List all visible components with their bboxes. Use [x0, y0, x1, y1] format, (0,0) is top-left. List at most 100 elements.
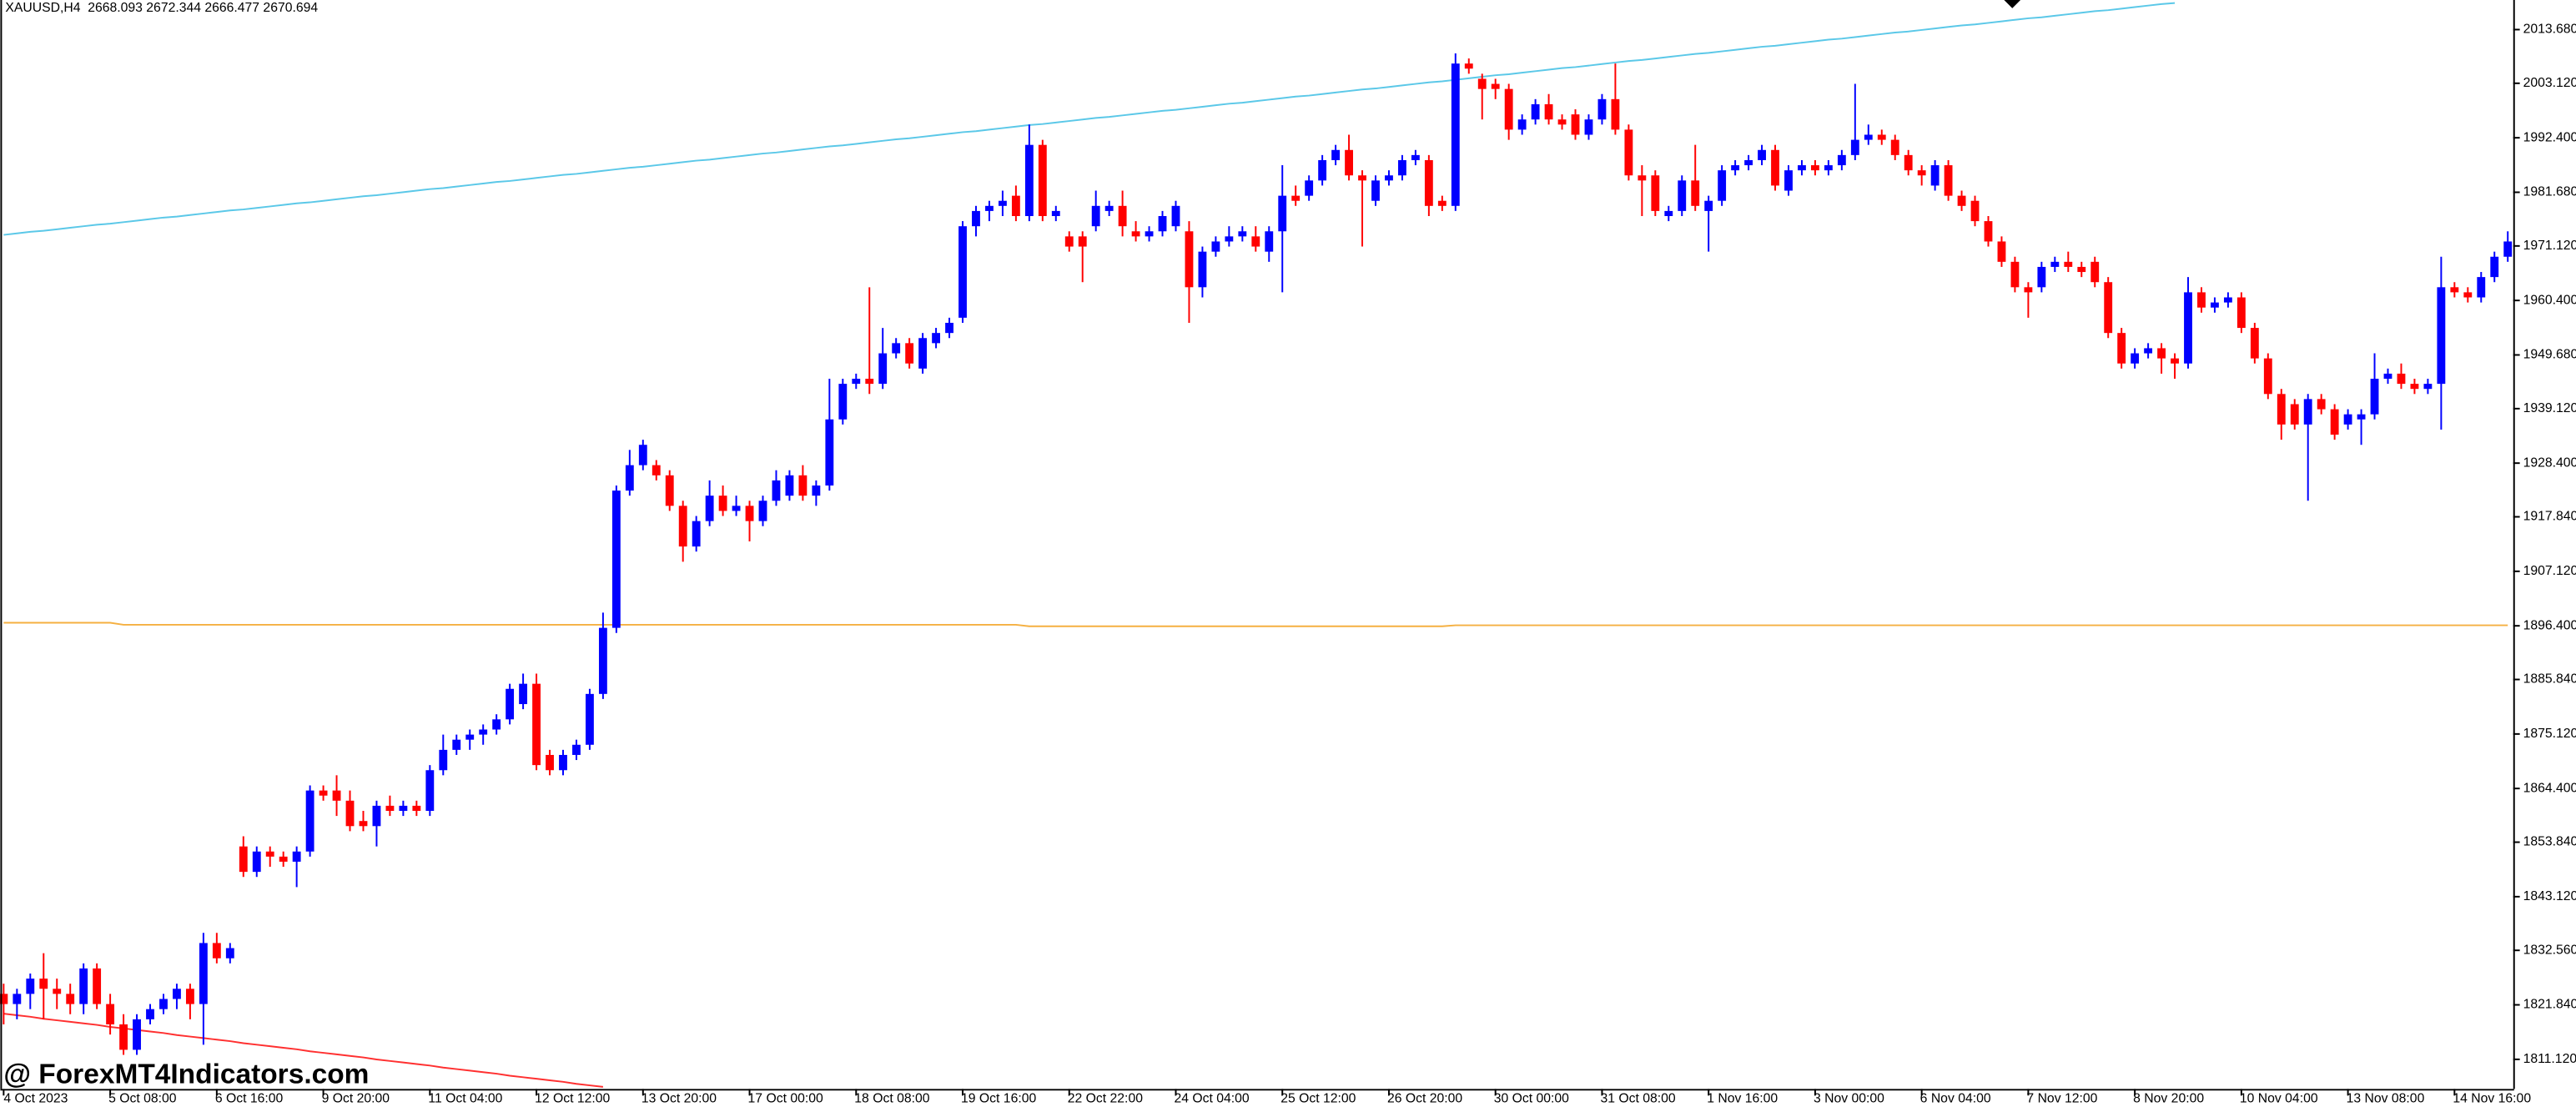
candle-body [1158, 215, 1167, 232]
x-tick-label: 1 Nov 16:00 [1707, 1091, 1778, 1105]
candle-body [652, 465, 661, 476]
candle-body [385, 805, 395, 811]
candle-body [26, 979, 35, 994]
candle-body [586, 693, 594, 745]
candle-body [2423, 384, 2433, 390]
candle-body [2317, 399, 2326, 410]
candle-body [1451, 63, 1460, 206]
candle-body [1584, 119, 1593, 135]
candle-body [1145, 231, 1154, 237]
candle-body [1771, 149, 1779, 186]
candle-body [1051, 210, 1060, 216]
candle-body [718, 496, 727, 511]
candle-body [1970, 200, 1980, 222]
candle-body [2184, 292, 2192, 364]
candle-body [1664, 210, 1673, 216]
candle-body [1784, 170, 1793, 191]
candle-body [532, 683, 541, 766]
candle-body [1531, 103, 1540, 120]
candle-body [1345, 149, 1353, 176]
candle-body [2437, 287, 2446, 385]
candle-body [825, 419, 834, 486]
candle-body [1624, 129, 1633, 176]
candle-body [359, 821, 368, 827]
candle-body [412, 805, 421, 811]
candle-body [785, 475, 794, 496]
candle-body [798, 475, 808, 496]
candle-body [838, 384, 848, 420]
candle-body [372, 805, 381, 827]
y-tick-label: 1917.840 [2523, 510, 2576, 524]
candle-body [479, 729, 488, 735]
x-tick-label: 24 Oct 04:00 [1175, 1091, 1250, 1105]
candle-body [2064, 261, 2073, 267]
candle-body [2450, 287, 2459, 293]
candle-body [1477, 78, 1487, 89]
candle-body [492, 719, 501, 730]
y-tick-label: 1949.680 [2523, 348, 2576, 362]
candle-body [1185, 231, 1194, 288]
candle-body [611, 491, 621, 628]
y-tick-label: 1907.120 [2523, 564, 2576, 578]
candle-body [332, 790, 341, 801]
indicator-line [3, 621, 2508, 627]
candle-body [865, 379, 874, 385]
candle-body [958, 226, 967, 318]
candle-body [2104, 282, 2113, 334]
candle-body [2410, 384, 2419, 390]
candle-body [1358, 175, 1366, 181]
candle-body [0, 994, 8, 1004]
candle-body [1597, 98, 1607, 120]
candle-body [2383, 373, 2392, 380]
candle-body [1318, 159, 1327, 181]
candle-body [93, 968, 102, 1004]
candle-body [2250, 328, 2259, 359]
candle-body [1864, 134, 1873, 140]
x-tick-label: 5 Oct 08:00 [108, 1091, 177, 1105]
candle-body [1557, 119, 1567, 125]
candle-body [2157, 348, 2166, 359]
candle-body [559, 754, 567, 771]
y-tick-label: 1992.400 [2523, 130, 2576, 144]
candle-body [1038, 144, 1047, 216]
candle-body [1091, 205, 1100, 227]
candle-body [1171, 205, 1180, 227]
candle-body [572, 744, 581, 755]
candle-body [119, 1024, 128, 1050]
candle-body [399, 805, 408, 811]
candle-body [678, 506, 687, 547]
candle-body [638, 445, 647, 465]
candle-body [2490, 256, 2499, 278]
candle-body [692, 521, 701, 547]
candle-body [1877, 134, 1886, 140]
candle-body [1411, 154, 1420, 160]
x-tick-label: 18 Oct 08:00 [854, 1091, 929, 1105]
x-tick-label: 25 Oct 12:00 [1280, 1091, 1356, 1105]
candle-body [1305, 180, 1314, 196]
candle-body [1131, 231, 1140, 237]
candle-body [185, 989, 194, 1004]
x-tick-label: 3 Nov 00:00 [1814, 1091, 1884, 1105]
arrow-marker [2004, 0, 2021, 8]
candle-body [2277, 394, 2286, 425]
candle-body [2503, 241, 2513, 257]
x-tick-label: 6 Oct 16:00 [215, 1091, 284, 1105]
candle-body [2037, 266, 2046, 288]
candle-body [106, 1004, 115, 1024]
indicator-line [3, 1013, 604, 1088]
candle-body [2263, 358, 2272, 395]
candle-body [772, 480, 781, 501]
y-tick-label: 1960.400 [2523, 293, 2576, 307]
candle-body [1957, 195, 1966, 206]
y-tick-label: 1981.680 [2523, 185, 2576, 199]
y-tick-label: 1843.120 [2523, 889, 2576, 903]
x-tick-label: 17 Oct 00:00 [748, 1091, 823, 1105]
candle-body [1464, 63, 1473, 69]
x-tick-label: 8 Nov 20:00 [2133, 1091, 2204, 1105]
candle-body [546, 754, 554, 771]
candle-body [1890, 139, 1899, 155]
watermark: @ ForexMT4Indicators.com [3, 1059, 369, 1089]
candle-body [252, 851, 261, 873]
